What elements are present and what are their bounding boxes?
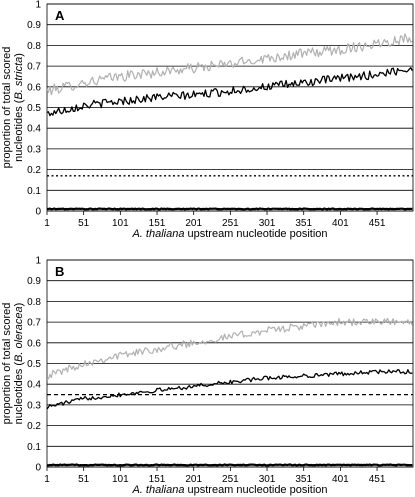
x-tick-label: 1 xyxy=(44,474,50,485)
series-gray-solid xyxy=(46,317,413,381)
x-tick-label: 351 xyxy=(295,218,312,229)
x-tick-label: 351 xyxy=(295,474,312,485)
y-axis-label-suffix: ) xyxy=(13,303,25,307)
x-tick-label: 451 xyxy=(369,218,386,229)
y-axis-label-line1: proportion of total scored xyxy=(1,47,13,169)
x-axis-label-species: A. thaliana xyxy=(131,228,184,240)
y-axis-label-species: B. stricta xyxy=(13,57,25,100)
y-tick-label: 0.3 xyxy=(27,144,41,155)
x-tick-label: 101 xyxy=(112,474,129,485)
y-tick-label: 0.3 xyxy=(27,400,41,411)
x-tick-label: 301 xyxy=(259,474,276,485)
y-tick-label: 0 xyxy=(35,463,41,474)
y-axis-label-prefix: nucleotides ( xyxy=(13,99,25,162)
x-tick-label: 51 xyxy=(78,474,90,485)
y-tick-label: 0.4 xyxy=(27,124,41,135)
y-tick-label: 0.5 xyxy=(27,103,41,114)
y-axis-label-species: B. oleracea xyxy=(13,306,25,362)
x-tick-label: 101 xyxy=(112,218,129,229)
x-tick-label: 201 xyxy=(185,474,202,485)
y-tick-label: 0.6 xyxy=(27,82,41,93)
y-axis-label-line1: proportion of total scored xyxy=(1,303,13,425)
y-tick-label: 0.2 xyxy=(27,421,41,432)
series-black-thick xyxy=(46,207,413,211)
x-tick-label: 251 xyxy=(222,474,239,485)
series-gray-solid xyxy=(46,33,413,96)
x-tick-label: 151 xyxy=(149,218,166,229)
y-tick-label: 1 xyxy=(35,0,41,11)
y-tick-label: 0.9 xyxy=(27,20,41,31)
x-axis-label-text: upstream nucleotide position xyxy=(184,484,327,496)
y-tick-label: 0.4 xyxy=(27,380,41,391)
y-tick-label: 0.8 xyxy=(27,297,41,308)
chart-panel-A: 00.10.20.30.40.50.60.70.80.911 51 101 151 20… xyxy=(1,0,414,240)
x-tick-label: 1 xyxy=(44,218,50,229)
y-tick-label: 0.7 xyxy=(27,62,41,73)
y-tick-label: 0.8 xyxy=(27,41,41,52)
y-tick-label: 0.1 xyxy=(27,186,41,197)
x-axis-label: A. thaliana upstream nucleotide position xyxy=(131,228,327,240)
x-tick-label: 301 xyxy=(259,218,276,229)
y-tick-label: 0.5 xyxy=(27,359,41,370)
x-tick-label: 201 xyxy=(185,218,202,229)
x-tick-label: 151 xyxy=(149,474,166,485)
y-axis-label-line2: nucleotides (B. stricta) xyxy=(13,53,25,162)
y-tick-label: 0 xyxy=(35,207,41,218)
y-axis-label-prefix: nucleotides ( xyxy=(13,362,25,425)
y-tick-label: 0.2 xyxy=(27,165,41,176)
x-axis-label-text: upstream nucleotide position xyxy=(184,228,327,240)
y-axis-label-line2: nucleotides (B. oleracea) xyxy=(13,303,25,425)
series-black-thick xyxy=(47,463,413,467)
x-tick-label: 401 xyxy=(332,474,349,485)
panel-label: A xyxy=(55,8,65,23)
y-axis-label-suffix: ) xyxy=(13,53,25,57)
y-tick-label: 0.1 xyxy=(27,442,41,453)
x-tick-label: 451 xyxy=(369,474,386,485)
y-tick-label: 0.7 xyxy=(27,318,41,329)
x-axis-label: A. thaliana upstream nucleotide position xyxy=(131,484,327,496)
chart-panel-B: 00.10.20.30.40.50.60.70.80.911 51 101 151 20… xyxy=(1,256,414,496)
series-black-solid xyxy=(46,369,413,410)
x-tick-label: 51 xyxy=(78,218,90,229)
y-tick-label: 0.9 xyxy=(27,276,41,287)
x-axis-label-species: A. thaliana xyxy=(131,484,184,496)
x-tick-label: 401 xyxy=(332,218,349,229)
series-black-solid xyxy=(46,67,413,117)
y-tick-label: 0.6 xyxy=(27,338,41,349)
x-tick-label: 251 xyxy=(222,218,239,229)
y-tick-label: 1 xyxy=(35,256,41,267)
panel-label: B xyxy=(55,264,64,279)
